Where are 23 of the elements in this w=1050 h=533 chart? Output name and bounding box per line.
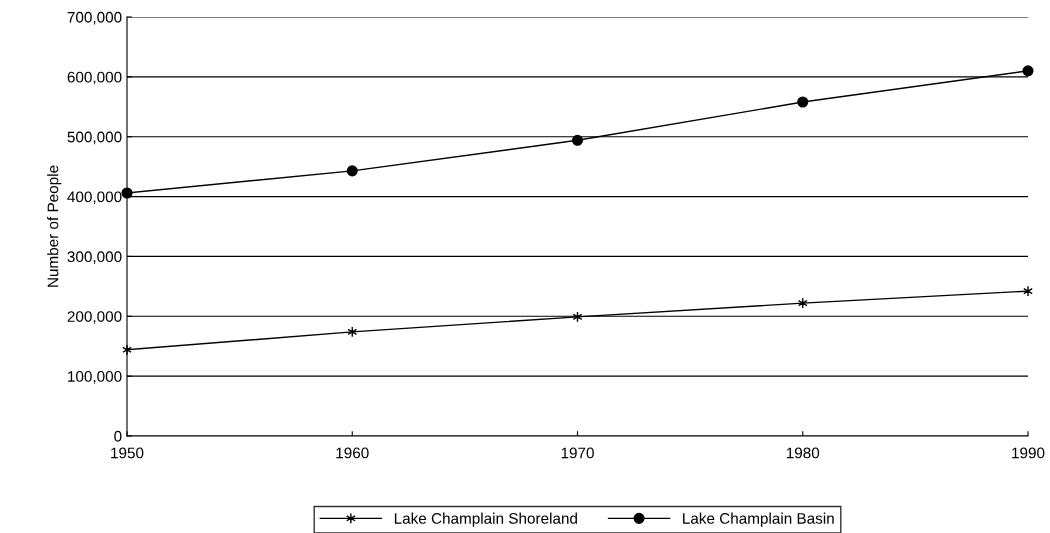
point [1023,285,1033,297]
point [346,165,358,177]
y-tick-label: 100,000 [68,371,122,384]
y-tick-label: 400,000 [67,191,122,205]
point [1022,65,1034,77]
y-tick-label: 500,000 [67,131,122,145]
point [571,134,584,146]
legend-label: Lake Champlain Shoreland [394,512,577,527]
legend-label: Lake Champlain Basin [683,512,834,527]
y-tick-label: 200,000 [67,311,122,324]
x-tick-label: 1960 [336,447,369,459]
x-tick-label: 1990 [1012,447,1045,459]
x-tick-label: 1950 [111,447,144,459]
y-axis-title: Number of People [47,165,62,287]
y-tick-label: 300,000 [67,251,122,264]
y-tick-label: 700,000 [67,11,122,25]
x-tick-label: 1970 [561,447,594,459]
point [121,187,133,199]
x-tick-label: 1980 [786,447,820,459]
y-tick-label: 0 [114,430,122,442]
point [122,344,132,356]
y-tick-label: 600,000 [67,71,122,85]
point [797,96,809,108]
